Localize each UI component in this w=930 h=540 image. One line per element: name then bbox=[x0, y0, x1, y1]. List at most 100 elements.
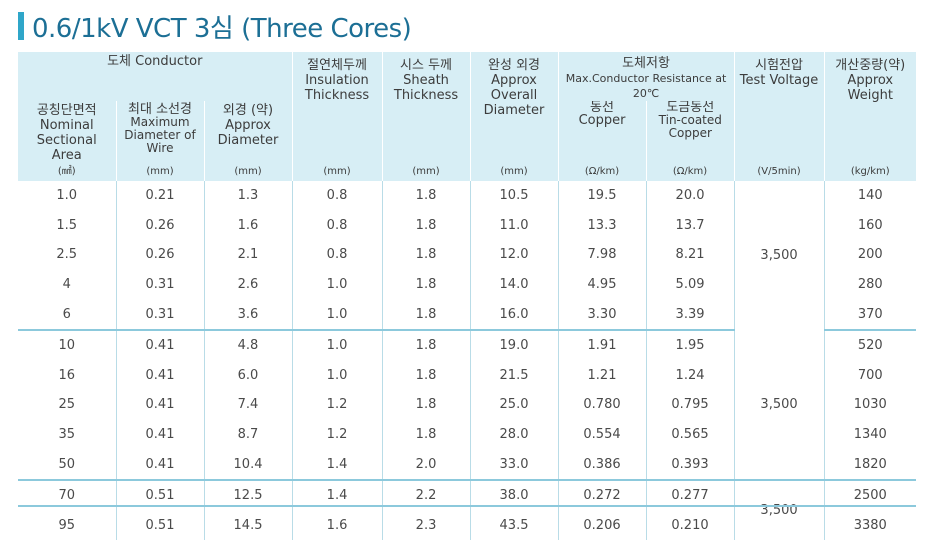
cell-diameter: 3.6 bbox=[204, 299, 293, 331]
unit-max-wire: (mm) bbox=[116, 163, 205, 181]
cell-tin-copper: 13.7 bbox=[646, 210, 735, 241]
cell-insulation: 0.8 bbox=[292, 181, 383, 211]
cell-tin-copper: 5.09 bbox=[646, 269, 735, 300]
cell-tin-copper: 0.795 bbox=[646, 390, 735, 420]
cell-diameter: 14.5 bbox=[204, 510, 293, 540]
cell-test-voltage: 3,500 bbox=[734, 479, 825, 540]
cell-insulation: 0.8 bbox=[292, 240, 383, 270]
title-accent-bar bbox=[18, 12, 24, 40]
cell-area: 4 bbox=[18, 269, 117, 300]
tin-copper-header: 도금동선 Tin-coated Copper bbox=[646, 101, 735, 163]
cell-sheath: 1.8 bbox=[382, 419, 471, 450]
unit-sheath: (mm) bbox=[382, 163, 471, 181]
cell-insulation: 1.0 bbox=[292, 299, 383, 331]
cell-weight: 160 bbox=[857, 217, 883, 233]
cell-copper: 13.3 bbox=[558, 210, 647, 241]
unit-insulation: (mm) bbox=[292, 163, 383, 181]
max-wire-header: 최대 소선경 Maximum Diameter of Wire bbox=[116, 101, 205, 163]
unit-weight: (kg/km) bbox=[824, 163, 917, 181]
overall-diameter-header: 완성 외경 Approx Overall Diameter bbox=[470, 52, 559, 163]
table-row: 10 0.41 4.8 1.0 1.8 19.0 1.91 1.95 3,500… bbox=[18, 329, 916, 481]
table-row: 16 0.41 6.0 1.0 1.8 21.5 1.21 1.24 700 bbox=[18, 360, 916, 391]
cell-weight: 280 bbox=[857, 277, 883, 293]
cell-sheath: 1.8 bbox=[382, 181, 471, 211]
table-bottom-rule bbox=[18, 505, 916, 507]
cell-sheath: 1.8 bbox=[382, 390, 471, 420]
table-row: 1.5 0.26 1.6 0.8 1.8 11.0 13.3 13.7 160 bbox=[18, 210, 916, 241]
cell-wire: 0.21 bbox=[116, 181, 205, 211]
cell-weight: 520 bbox=[857, 338, 883, 354]
cell-wire: 0.41 bbox=[116, 329, 205, 361]
table-row: 2.5 0.26 2.1 0.8 1.8 12.0 7.98 8.21 200 bbox=[18, 240, 916, 270]
cell-sheath: 1.8 bbox=[382, 210, 471, 241]
spec-table-body: 1.0 0.21 1.3 0.8 1.8 10.5 19.5 20.0 3,50… bbox=[18, 181, 917, 540]
cell-weight: 1030 bbox=[853, 397, 887, 413]
cell-overall: 14.0 bbox=[470, 269, 559, 300]
unit-test-voltage: (V/5min) bbox=[734, 163, 825, 181]
cell-copper: 0.554 bbox=[558, 419, 647, 450]
cell-area: 2.5 bbox=[18, 240, 117, 270]
cell-diameter: 8.7 bbox=[204, 419, 293, 450]
cell-overall: 28.0 bbox=[470, 419, 559, 450]
cell-area: 6 bbox=[18, 299, 117, 331]
cell-diameter: 1.3 bbox=[204, 181, 293, 211]
sheath-header: 시스 두께 Sheath Thickness bbox=[382, 52, 471, 163]
cell-wire: 0.26 bbox=[116, 210, 205, 241]
cell-insulation: 1.2 bbox=[292, 419, 383, 450]
cell-weight: 1820 bbox=[824, 449, 917, 481]
cell-area: 35 bbox=[18, 419, 117, 450]
insulation-header: 절연체두께 Insulation Thickness bbox=[292, 52, 383, 163]
cell-insulation: 1.0 bbox=[292, 360, 383, 391]
cell-wire: 0.31 bbox=[116, 269, 205, 300]
cell-diameter: 10.4 bbox=[204, 449, 293, 481]
approx-diameter-header: 외경 (약) Approx Diameter bbox=[204, 101, 293, 163]
cell-tin-copper: 0.565 bbox=[646, 419, 735, 450]
cell-insulation: 1.2 bbox=[292, 390, 383, 420]
table-row: 6 0.31 3.6 1.0 1.8 16.0 3.30 3.39 370 bbox=[18, 299, 917, 331]
unit-approx-diameter: (mm) bbox=[204, 163, 293, 181]
cell-sheath: 2.3 bbox=[382, 510, 471, 540]
cell-weight: 3380 bbox=[853, 517, 887, 533]
cell-overall: 10.5 bbox=[470, 181, 559, 211]
cell-sheath: 1.8 bbox=[382, 329, 471, 361]
cell-tin-copper: 0.210 bbox=[646, 510, 735, 540]
table-row: 25 0.41 7.4 1.2 1.8 25.0 0.780 0.795 103… bbox=[18, 390, 916, 420]
cell-wire: 0.41 bbox=[116, 390, 205, 420]
cell-diameter: 1.6 bbox=[204, 210, 293, 241]
cell-tin-copper: 20.0 bbox=[646, 181, 735, 211]
table-row: 35 0.41 8.7 1.2 1.8 28.0 0.554 0.565 134… bbox=[18, 419, 916, 450]
cell-copper: 0.386 bbox=[558, 449, 647, 481]
cell-wire: 0.41 bbox=[116, 449, 205, 481]
cell-weight: 2500 bbox=[853, 488, 887, 504]
cell-wire: 0.26 bbox=[116, 240, 205, 270]
cell-diameter: 4.8 bbox=[204, 329, 293, 361]
unit-tin-copper: (Ω/km) bbox=[646, 163, 735, 181]
test-voltage-header: 시험전압 Test Voltage bbox=[734, 52, 825, 163]
cell-copper: 4.95 bbox=[558, 269, 647, 300]
cell-sheath: 1.8 bbox=[382, 240, 471, 270]
cell-insulation: 1.0 bbox=[292, 269, 383, 300]
cell-insulation: 1.4 bbox=[292, 449, 383, 481]
cell-tin-copper: 8.21 bbox=[646, 240, 735, 270]
cell-overall: 21.5 bbox=[470, 360, 559, 391]
cell-diameter: 2.1 bbox=[204, 240, 293, 270]
unit-copper: (Ω/km) bbox=[558, 163, 647, 181]
cell-tin-copper: 1.95 bbox=[646, 329, 735, 361]
cell-weight: 140 bbox=[857, 188, 883, 204]
title-bar: 0.6/1kV VCT 3심 (Three Cores) bbox=[18, 10, 412, 44]
spec-table-wrapper: 도체 Conductor 절연체두께 Insulation Thickness 시스… bbox=[18, 52, 917, 540]
cell-sheath: 1.8 bbox=[382, 360, 471, 391]
cell-overall: 33.0 bbox=[470, 449, 559, 481]
cell-test-voltage: 3,500 bbox=[734, 329, 825, 481]
cell-diameter: 2.6 bbox=[204, 269, 293, 300]
cell-copper: 3.30 bbox=[558, 299, 647, 331]
cell-wire: 0.31 bbox=[116, 299, 205, 331]
cell-wire: 0.41 bbox=[116, 360, 205, 391]
cell-area: 1.5 bbox=[18, 210, 117, 241]
cell-diameter: 7.4 bbox=[204, 390, 293, 420]
cell-copper: 0.206 bbox=[558, 510, 647, 540]
cell-area: 50 bbox=[18, 449, 117, 481]
cell-tin-copper: 1.24 bbox=[646, 360, 735, 391]
cell-weight: 700 bbox=[857, 367, 883, 383]
copper-header: 동선 Copper bbox=[558, 101, 647, 163]
